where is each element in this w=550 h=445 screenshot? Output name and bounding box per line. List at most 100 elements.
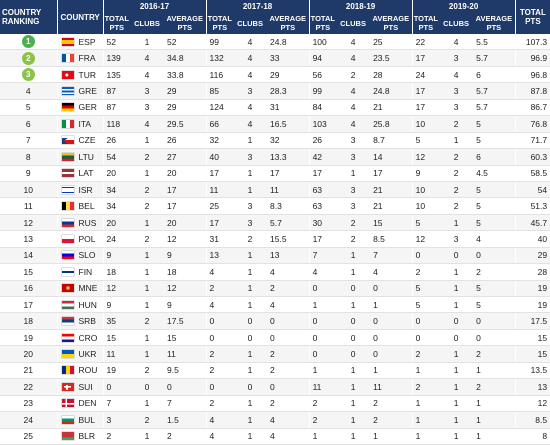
rs-flag-icon: [61, 317, 74, 326]
clubs-cell: 1: [233, 428, 268, 445]
total-pts-cell: 1: [308, 296, 337, 314]
table-row[interactable]: 20 UKR 11 1 11 2 1 2 0 0 0 2 1 2 15: [0, 345, 550, 363]
gr-flag-icon: [61, 87, 74, 96]
country-code: SLO: [78, 250, 96, 261]
average-pts-cell: 0: [370, 345, 413, 363]
clubs-cell: 2: [130, 312, 164, 330]
average-pts-cell: 1: [473, 428, 516, 445]
total-pts-cell: 2: [308, 395, 337, 413]
table-row[interactable]: 16 MNE 12 1 12 2 1 2 0 0 0 5 1 5 19: [0, 280, 550, 298]
total-pts-cell: 0: [308, 329, 337, 347]
country-cell: BUL: [56, 411, 103, 429]
clubs-cell: 2: [439, 197, 474, 215]
table-row[interactable]: 21 ROU 19 2 9.5 2 1 2 1 1 1 1 1 1 13.5: [0, 362, 550, 380]
rank-header: COUNTRY RANKING: [0, 0, 57, 34]
overall-total-cell: 86.7: [514, 99, 550, 117]
average-pts-cell: 0: [370, 329, 413, 347]
total-pts-cell: 5: [411, 214, 440, 232]
average-pts-cell: 15: [164, 329, 207, 347]
total-pts-cell: 30: [308, 214, 337, 232]
clubs-cell: 1: [336, 247, 371, 265]
table-row[interactable]: 23 DEN 7 1 7 2 1 2 2 1 2 1 1 1 12: [0, 395, 550, 413]
country-code: HUN: [78, 299, 97, 310]
average-pts-cell: 1: [473, 395, 516, 413]
rank-cell: 6: [0, 115, 57, 133]
total-pts-cell: 0: [411, 247, 440, 265]
total-pts-cell: 20: [102, 214, 130, 232]
average-pts-cell: 0: [473, 312, 516, 330]
rank-badge: 2: [21, 51, 35, 65]
country-cell: CRO: [56, 329, 103, 347]
table-row[interactable]: 11 BEL 34 2 17 25 3 8.3 63 3 21 10 2 5 51.3: [0, 197, 550, 215]
clubs-cell: 2: [336, 66, 371, 84]
overall-total-cell: 8.5: [514, 411, 550, 429]
country-header: COUNTRY: [56, 0, 103, 34]
total-pts-cell: 17: [205, 214, 234, 232]
total-pts-cell: 17: [411, 99, 440, 117]
season-header: 2017-18: [205, 0, 310, 12]
overall-total-cell: 8: [514, 428, 550, 445]
table-row[interactable]: 15 FIN 18 1 18 4 1 4 4 1 4 2 1 2 28: [0, 263, 550, 281]
average-pts-cell: 52: [164, 34, 207, 51]
table-row[interactable]: 25 BLR 2 1 2 4 1 4 1 1 1 1 1 1 8: [0, 428, 550, 445]
clubs-cell: 3: [336, 197, 371, 215]
table-row[interactable]: 2 FRA 139 4 34.8 132 4 33 94 4 23.5 17 3 5.7 96.9: [0, 49, 550, 67]
table-row[interactable]: 1 ESP 52 1 52 99 4 24.8 100 4 25 22 4 5.5 107.3: [0, 34, 550, 51]
average-pts-cell: 17: [164, 197, 207, 215]
average-pts-cell: 16.5: [267, 115, 310, 133]
clubs-cell: 1: [336, 395, 371, 413]
average-pts-cell: 5: [473, 181, 516, 199]
rank-cell: 7: [0, 132, 57, 150]
table-row[interactable]: 3 TUR 135 4 33.8 116 4 29 56 2 28 24 4 6 96.8: [0, 66, 550, 84]
clubs-cell: 3: [439, 82, 474, 100]
table-row[interactable]: 4 GRE 87 3 29 85 3 28.3 99 4 24.8 17 3 5.7 87.8: [0, 82, 550, 100]
average-pts-cell: 0: [370, 280, 413, 298]
country-wrap: SLO: [58, 250, 103, 260]
rank-cell: 4: [0, 82, 57, 100]
clubs-cell: 1: [439, 263, 474, 281]
clubs-cell: 1: [130, 345, 164, 363]
table-row[interactable]: 14 SLO 9 1 9 13 1 13 7 1 7 0 0 0 29: [0, 247, 550, 265]
total-pts-cell: 94: [308, 49, 337, 67]
average-pts-cell: 5.7: [267, 214, 310, 232]
total-pts-cell: 1: [411, 362, 440, 380]
table-row[interactable]: 8 LTU 54 2 27 40 3 13.3 42 3 14 12 2 6 60.3: [0, 148, 550, 166]
table-row[interactable]: 19 CRO 15 1 15 0 0 0 0 0 0 0 0 0 15: [0, 329, 550, 347]
average-pts-cell: 5.7: [473, 82, 516, 100]
ua-flag-icon: [61, 350, 74, 359]
clubs-cell: 1: [233, 411, 268, 429]
average-pts-cell: 17.5: [164, 312, 207, 330]
table-row[interactable]: 18 SRB 35 2 17.5 0 0 0 0 0 0 0 0 0 17.5: [0, 312, 550, 330]
table-row[interactable]: 22 SUI 0 0 0 0 0 0 11 1 11 2 1 2 13: [0, 378, 550, 396]
average-pts-cell: 4: [473, 230, 516, 248]
country-cell: TUR: [56, 66, 103, 84]
total-pts-cell: 5: [411, 296, 440, 314]
clubs-cell: 0: [336, 329, 371, 347]
table-row[interactable]: 10 ISR 34 2 17 11 1 11 63 3 21 10 2 5 54: [0, 181, 550, 199]
overall-total-header: TOTAL PTS: [514, 0, 550, 34]
total-pts-cell: 118: [102, 115, 130, 133]
rank-cell: 20: [0, 345, 57, 363]
table-row[interactable]: 5 GER 87 3 29 124 4 31 84 4 21 17 3 5.7 86.7: [0, 99, 550, 117]
total-pts-cell: 1: [308, 428, 337, 445]
average-pts-cell: 24.8: [267, 34, 310, 51]
table-row[interactable]: 13 POL 24 2 12 31 2 15.5 17 2 8.5 12 3 4 40: [0, 230, 550, 248]
average-pts-cell: 2: [267, 362, 310, 380]
overall-total-cell: 45.7: [514, 214, 550, 232]
rank-cell: 12: [0, 214, 57, 232]
cz-flag-icon: [61, 136, 74, 145]
country-cell: MNE: [56, 280, 103, 298]
clubs-cell: 1: [336, 165, 371, 182]
table-row[interactable]: 17 HUN 9 1 9 4 1 4 1 1 1 5 1 5 19: [0, 296, 550, 314]
country-wrap: ROU: [58, 365, 103, 375]
table-row[interactable]: 6 ITA 118 4 29.5 66 4 16.5 103 4 25.8 10 2 5 76.8: [0, 115, 550, 133]
table-row[interactable]: 9 LAT 20 1 20 17 1 17 17 1 17 9 2 4.5 58.5: [0, 165, 550, 182]
overall-total-cell: 60.3: [514, 148, 550, 166]
average-pts-cell: 18: [164, 263, 207, 281]
table-row[interactable]: 7 CZE 26 1 26 32 1 32 26 3 8.7 5 1 5 71.7: [0, 132, 550, 150]
table-row[interactable]: 24 BUL 3 2 1.5 4 1 4 2 1 2 1 1 1 8.5: [0, 411, 550, 429]
table-row[interactable]: 12 RUS 20 1 20 17 3 5.7 30 2 15 5 1 5 45.7: [0, 214, 550, 232]
average-pts-cell: 31: [267, 99, 310, 117]
overall-total-cell: 29: [514, 247, 550, 265]
country-wrap: CZE: [58, 135, 103, 145]
